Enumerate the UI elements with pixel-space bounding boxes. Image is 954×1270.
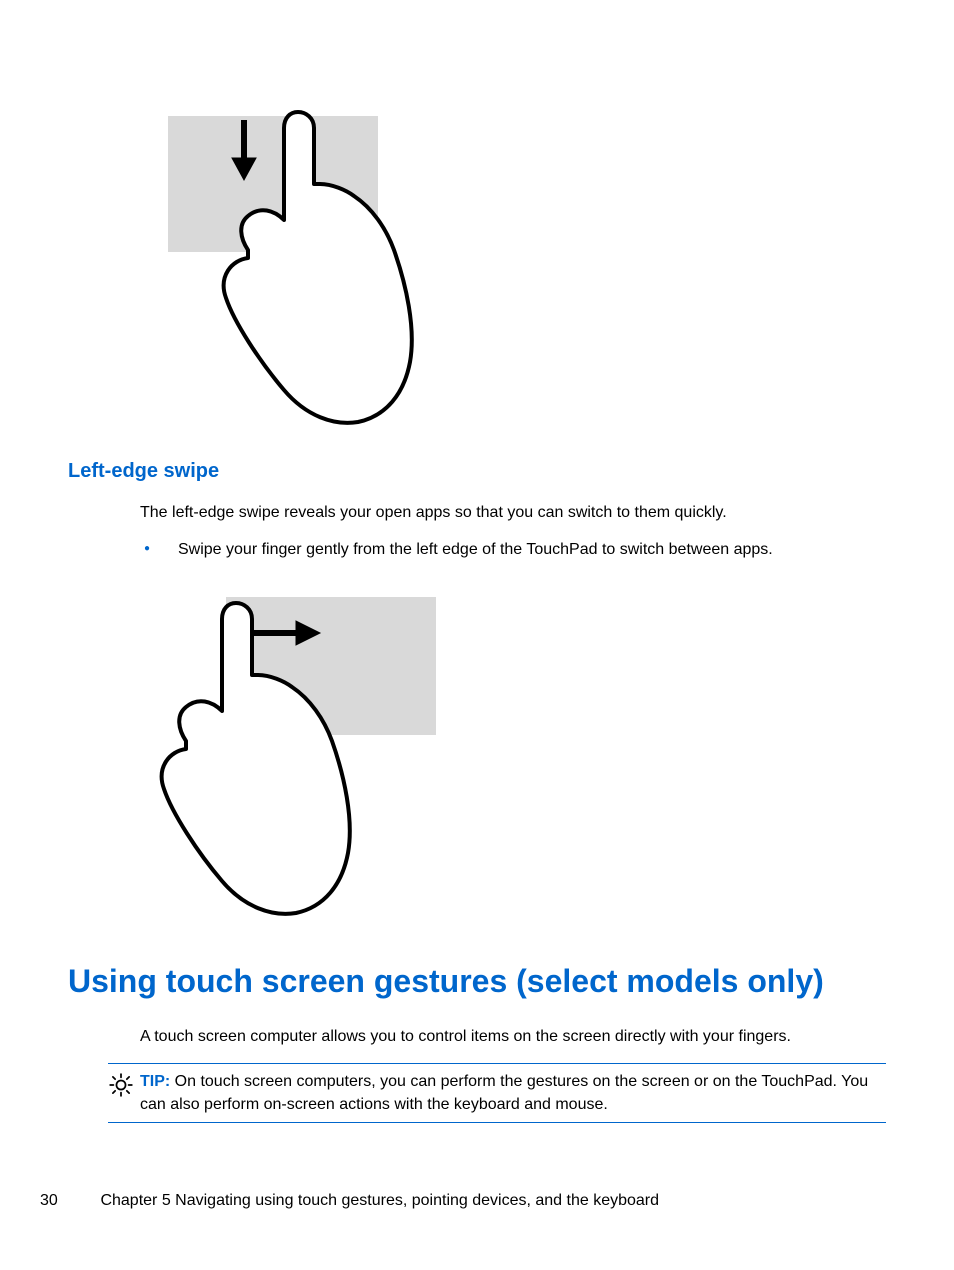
list-item: Swipe your finger gently from the left e… xyxy=(140,538,886,561)
chapter-title: Chapter 5 Navigating using touch gesture… xyxy=(100,1192,659,1209)
heading-touch-screen-gestures: Using touch screen gestures (select mode… xyxy=(68,963,886,1000)
tip-body: On touch screen computers, you can perfo… xyxy=(140,1073,868,1113)
heading-left-edge-swipe: Left-edge swipe xyxy=(68,460,886,483)
lightbulb-icon xyxy=(108,1072,134,1098)
paragraph-left-edge-swipe: The left-edge swipe reveals your open ap… xyxy=(140,501,886,524)
paragraph-touch-screen: A touch screen computer allows you to co… xyxy=(140,1025,886,1048)
page-footer: 30 Chapter 5 Navigating using touch gest… xyxy=(40,1192,659,1210)
list-left-edge-swipe: Swipe your finger gently from the left e… xyxy=(140,538,886,561)
tip-callout: TIP: On touch screen computers, you can … xyxy=(108,1063,886,1123)
page-number: 30 xyxy=(40,1192,96,1210)
tip-label: TIP: xyxy=(140,1073,170,1090)
figure-top-edge-swipe xyxy=(148,100,448,430)
figure-left-edge-swipe xyxy=(148,583,458,923)
page: Left-edge swipe The left-edge swipe reve… xyxy=(0,0,954,1270)
tip-text: TIP: On touch screen computers, you can … xyxy=(140,1070,884,1116)
